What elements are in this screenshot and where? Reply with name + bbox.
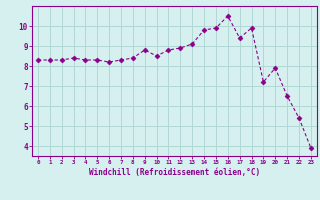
X-axis label: Windchill (Refroidissement éolien,°C): Windchill (Refroidissement éolien,°C) — [89, 168, 260, 177]
